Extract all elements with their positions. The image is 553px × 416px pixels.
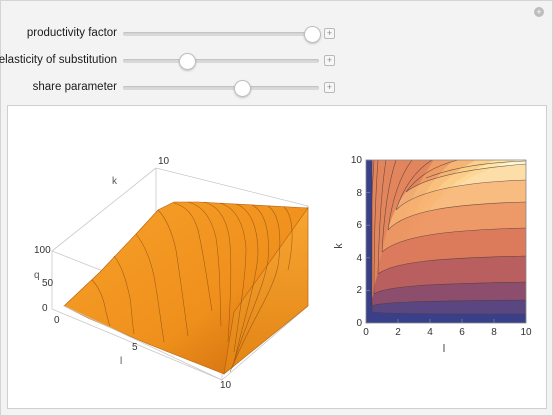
- control-share-parameter: share parameter +: [1, 79, 553, 99]
- elasticity-slider-thumb[interactable]: [178, 53, 196, 70]
- share-parameter-expand-icon[interactable]: +: [324, 82, 335, 93]
- y-tick-8: 8: [356, 188, 362, 199]
- x-tick-labels: 0 2 4 6 8 10: [363, 327, 532, 338]
- q-axis-label: q: [34, 270, 40, 281]
- contour-bands: [366, 160, 526, 323]
- contour-y-label: k: [333, 243, 345, 249]
- contour-lines: [370, 160, 526, 315]
- x-tick-8: 8: [491, 327, 497, 338]
- x-tick-0: 0: [363, 327, 369, 338]
- q-tick-50: 50: [42, 278, 54, 289]
- y-tick-2: 2: [356, 285, 362, 296]
- productivity-factor-label: productivity factor: [26, 27, 117, 39]
- contour-ticks: [365, 159, 527, 324]
- y-tick-10: 10: [351, 155, 363, 166]
- x-tick-6: 6: [459, 327, 465, 338]
- surface-contour-lines: [91, 201, 293, 373]
- q-tick-0: 0: [42, 303, 48, 314]
- productivity-factor-expand-icon[interactable]: +: [324, 28, 335, 39]
- k-tick-max: 10: [158, 156, 170, 167]
- y-tick-4: 4: [356, 253, 362, 264]
- elasticity-label: elasticity of substitution: [0, 54, 117, 66]
- l-tick-max: 10: [220, 380, 232, 391]
- contour-frame: [365, 159, 527, 324]
- elasticity-slider[interactable]: [123, 53, 319, 70]
- k-axis-label: k: [112, 176, 118, 187]
- share-parameter-slider[interactable]: [123, 80, 319, 97]
- q-tick-100: 100: [34, 245, 51, 256]
- l-axis-label: l: [120, 356, 122, 367]
- share-parameter-label: share parameter: [32, 81, 117, 93]
- contour-x-label: l: [443, 343, 445, 355]
- x-tick-4: 4: [427, 327, 433, 338]
- x-tick-10: 10: [520, 327, 532, 338]
- y-tick-6: 6: [356, 220, 362, 231]
- l-tick-5: 5: [132, 342, 138, 353]
- l-tick-min: 0: [54, 315, 60, 326]
- control-productivity-factor: productivity factor +: [1, 25, 553, 45]
- elasticity-expand-icon[interactable]: +: [324, 55, 335, 66]
- y-tick-0: 0: [356, 318, 362, 329]
- surface-front-face: [223, 207, 309, 375]
- share-parameter-slider-thumb[interactable]: [233, 80, 251, 97]
- productivity-factor-slider-thumb[interactable]: [304, 26, 322, 43]
- control-elasticity-of-substitution: elasticity of substitution +: [0, 52, 553, 72]
- y-tick-labels: 0 2 4 6 8 10: [351, 155, 363, 329]
- x-tick-2: 2: [395, 327, 401, 338]
- productivity-factor-slider[interactable]: [123, 26, 322, 43]
- surface-plot-3d[interactable]: 10 k 100 q 50 0 0 5 l 10: [8, 106, 338, 406]
- contour-plot[interactable]: 0 2 4 6 8 10 0 2 4 6 8 10 l k: [326, 106, 536, 406]
- plot-area: 10 k 100 q 50 0 0 5 l 10: [7, 105, 547, 409]
- options-icon[interactable]: +: [534, 7, 544, 17]
